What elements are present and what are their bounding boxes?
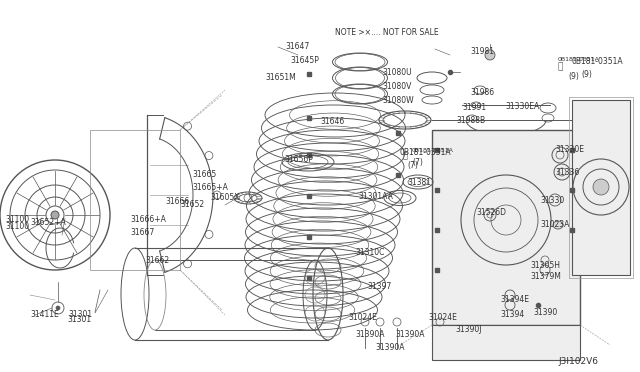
Text: 31301: 31301 bbox=[67, 315, 91, 324]
Bar bbox=[572, 100, 630, 275]
Text: 31100: 31100 bbox=[5, 222, 29, 231]
Text: 31301: 31301 bbox=[68, 310, 92, 319]
Ellipse shape bbox=[553, 221, 563, 229]
Text: 31656P: 31656P bbox=[284, 155, 313, 164]
Text: 31024E: 31024E bbox=[348, 313, 377, 322]
Text: 31526D: 31526D bbox=[476, 208, 506, 217]
Text: 31100: 31100 bbox=[5, 215, 29, 224]
Circle shape bbox=[593, 179, 609, 195]
Text: 31394E: 31394E bbox=[500, 295, 529, 304]
Text: 31390A: 31390A bbox=[355, 330, 385, 339]
Text: 31645P: 31645P bbox=[290, 56, 319, 65]
Text: 31651M: 31651M bbox=[265, 73, 296, 82]
Text: 31330EA: 31330EA bbox=[505, 102, 540, 111]
Bar bbox=[569, 97, 633, 278]
Text: J3I102V6: J3I102V6 bbox=[558, 357, 598, 366]
Text: 31390A: 31390A bbox=[375, 343, 404, 352]
Text: 31390: 31390 bbox=[533, 308, 557, 317]
Bar bbox=[432, 130, 580, 325]
Circle shape bbox=[51, 211, 59, 219]
Text: 31301AA: 31301AA bbox=[358, 192, 393, 201]
Text: 31080V: 31080V bbox=[382, 82, 412, 91]
Text: 31665: 31665 bbox=[192, 170, 216, 179]
Text: 0B181-0351A: 0B181-0351A bbox=[400, 148, 452, 157]
Text: 31024E: 31024E bbox=[428, 313, 457, 322]
Text: 31665+A: 31665+A bbox=[192, 183, 228, 192]
Text: (9): (9) bbox=[581, 70, 592, 79]
Text: 31390A: 31390A bbox=[395, 330, 424, 339]
Circle shape bbox=[485, 50, 495, 60]
Text: 31330E: 31330E bbox=[555, 145, 584, 154]
Text: (7): (7) bbox=[407, 161, 418, 170]
Text: 31336: 31336 bbox=[555, 168, 579, 177]
Text: Ⓑ: Ⓑ bbox=[403, 151, 408, 160]
Text: 31647: 31647 bbox=[285, 42, 309, 51]
Text: 31305H: 31305H bbox=[530, 261, 560, 270]
Text: 31310C: 31310C bbox=[355, 248, 385, 257]
Text: 31605X: 31605X bbox=[210, 193, 239, 202]
Text: 31080U: 31080U bbox=[382, 68, 412, 77]
Text: 31988B: 31988B bbox=[456, 116, 485, 125]
Text: NOTE >×.... NOT FOR SALE: NOTE >×.... NOT FOR SALE bbox=[335, 28, 438, 37]
Text: (9): (9) bbox=[568, 72, 579, 81]
Text: 31397: 31397 bbox=[367, 282, 391, 291]
Text: 31652: 31652 bbox=[180, 200, 204, 209]
Text: (7): (7) bbox=[412, 158, 423, 167]
Text: 0B181-0351A: 0B181-0351A bbox=[571, 57, 623, 66]
Text: 31646: 31646 bbox=[320, 117, 344, 126]
Text: 31991: 31991 bbox=[462, 103, 486, 112]
Bar bbox=[432, 325, 580, 360]
Circle shape bbox=[56, 306, 60, 310]
Text: 31986: 31986 bbox=[470, 88, 494, 97]
Text: 0B181-0351A: 0B181-0351A bbox=[412, 148, 454, 153]
Text: 31330: 31330 bbox=[540, 196, 564, 205]
Text: 31023A: 31023A bbox=[540, 220, 570, 229]
Text: Ⓑ: Ⓑ bbox=[558, 62, 563, 71]
Text: 31394: 31394 bbox=[500, 310, 524, 319]
Text: 31981: 31981 bbox=[470, 47, 494, 56]
Text: 31662: 31662 bbox=[145, 256, 169, 265]
Text: 31667: 31667 bbox=[130, 228, 154, 237]
Text: 31390J: 31390J bbox=[455, 325, 481, 334]
Text: 31666+A: 31666+A bbox=[130, 215, 166, 224]
Text: 31652+A: 31652+A bbox=[30, 218, 66, 227]
Text: 0B181-0351A: 0B181-0351A bbox=[558, 57, 600, 62]
Text: 31379M: 31379M bbox=[530, 272, 561, 281]
Bar bbox=[90, 130, 180, 270]
Text: 31381: 31381 bbox=[407, 178, 431, 187]
Text: 31080W: 31080W bbox=[382, 96, 413, 105]
Text: 31666: 31666 bbox=[165, 197, 189, 206]
Text: 31411E: 31411E bbox=[30, 310, 59, 319]
